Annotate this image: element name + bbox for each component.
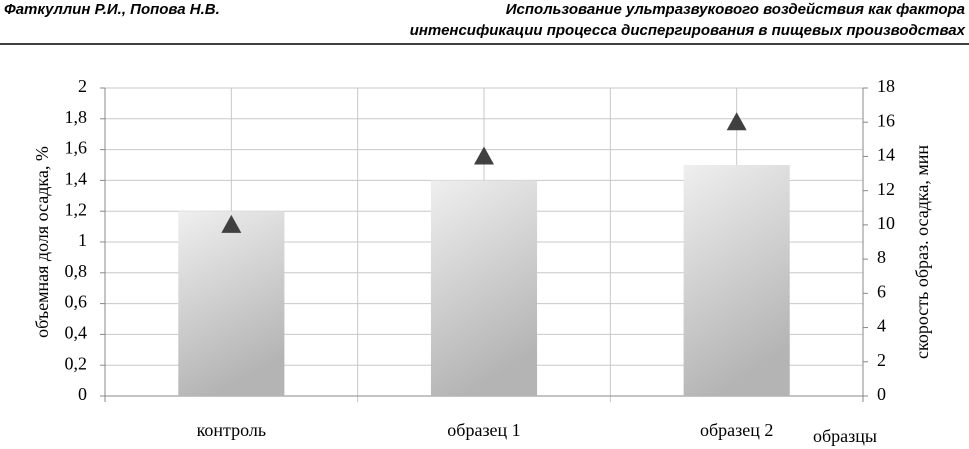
- marker: [474, 146, 494, 165]
- y-tick-label: 1,4: [65, 169, 88, 189]
- y2-tick-label: 4: [877, 316, 886, 336]
- y2-tick-label: 16: [877, 110, 895, 130]
- bar: [178, 211, 285, 396]
- y-tick-label: 1: [78, 230, 87, 250]
- y2-tick-label: 6: [877, 281, 886, 301]
- x-tick-label: образец 1: [447, 420, 520, 440]
- y-tick-label: 1,2: [65, 199, 88, 219]
- y2-axis-title: скорость образ. осадка, мин: [912, 145, 932, 359]
- bar: [430, 180, 538, 396]
- bar: [683, 165, 790, 396]
- y2-tick-label: 18: [877, 76, 895, 96]
- y-tick-label: 1,6: [65, 138, 88, 158]
- chart: 0 0,2 0,4 0,6 0,8 1 1,2 1,4 1,6 1,8 2 0 2 4 6 8 10 12 14 16…: [32, 76, 932, 446]
- x-tick-label: образец 2: [700, 420, 773, 440]
- y-tick-label: 0,8: [65, 261, 88, 281]
- y-tick-label: 1,8: [65, 107, 88, 127]
- y2-tick-label: 8: [877, 247, 886, 267]
- y2-tick-label: 12: [877, 179, 895, 199]
- x-axis-title: образцы: [813, 426, 877, 446]
- header-title: интенсификации процесса диспергирования …: [410, 22, 966, 39]
- y-axis-title: объемная доля осадка, %: [32, 146, 52, 338]
- header-authors: Фаткуллин Р.И., Попова Н.В.: [4, 1, 220, 18]
- marker: [726, 112, 747, 131]
- y-tick-label: 0,4: [65, 323, 88, 343]
- y-tick-label: 0,6: [65, 292, 88, 312]
- y2-tick-label: 14: [877, 145, 895, 165]
- x-tick-label: контроль: [197, 420, 267, 440]
- y2-tick-label: 10: [877, 213, 895, 233]
- marker: [221, 214, 242, 233]
- y-tick-label: 2: [78, 76, 87, 96]
- y-tick-label: 0: [78, 384, 87, 404]
- y2-tick-label: 2: [877, 350, 886, 370]
- header-title: Использование ультразвукового воздействи…: [506, 1, 965, 18]
- y-tick-label: 0,2: [65, 353, 88, 373]
- y2-tick-label: 0: [877, 384, 886, 404]
